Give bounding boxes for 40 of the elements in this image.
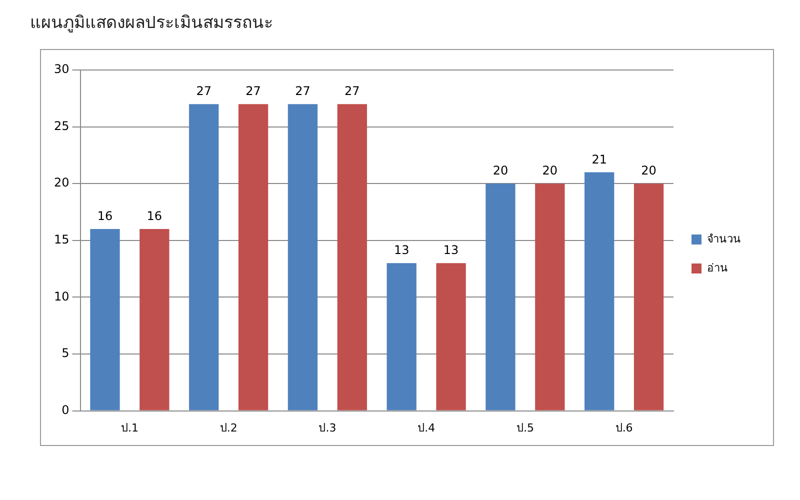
x-tick-label: ป.1: [120, 421, 138, 434]
data-label: 20: [542, 164, 558, 178]
bar: [634, 184, 664, 410]
data-label: 13: [394, 243, 410, 258]
data-label: 27: [196, 84, 212, 98]
data-label: 21: [592, 152, 607, 166]
y-tick-label: 30: [54, 62, 70, 76]
x-tick-label: ป.4: [418, 421, 436, 434]
y-tick-label: 5: [62, 346, 70, 360]
y-tick-label: 20: [54, 176, 70, 190]
data-label: 27: [246, 84, 261, 98]
bar: [436, 263, 466, 410]
data-label: 20: [641, 164, 656, 178]
bar: [140, 229, 170, 410]
data-label: 16: [146, 209, 162, 224]
y-tick-label: 25: [54, 118, 70, 133]
data-label: 16: [97, 209, 113, 224]
bar: [386, 263, 416, 410]
x-tick-label: ป.5: [516, 421, 534, 434]
chart-title: แผนภูมิแสดงผลประเมินสมรรถนะ: [30, 12, 274, 35]
bar: [288, 104, 318, 410]
legend-label: อ่าน: [707, 261, 728, 274]
bar: [337, 104, 367, 410]
bar: [584, 172, 614, 410]
y-tick-label: 0: [62, 402, 70, 417]
x-tick-label: ป.2: [220, 421, 238, 434]
y-tick-label: 10: [54, 289, 70, 304]
bar: [486, 184, 516, 410]
bar: [238, 104, 268, 410]
data-label: 27: [344, 84, 360, 98]
bar: [90, 229, 120, 410]
bar: [535, 184, 565, 410]
data-label: 20: [492, 164, 508, 178]
data-label: 27: [295, 84, 310, 98]
legend-label: จำนวน: [707, 232, 741, 246]
x-tick-label: ป.6: [615, 421, 633, 434]
x-tick-label: ป.3: [318, 421, 336, 434]
bar: [189, 104, 219, 410]
data-label: 13: [443, 243, 459, 258]
y-tick-label: 15: [54, 232, 70, 247]
